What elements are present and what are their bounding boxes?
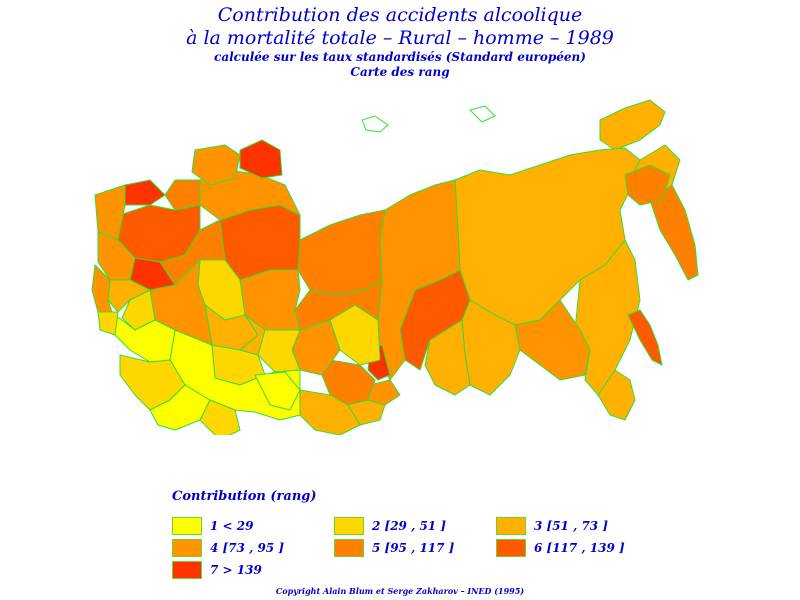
legend-label-6: 6 [117 , 139 ] <box>534 541 625 555</box>
legend-swatch-4 <box>172 539 202 557</box>
choropleth-map <box>91 99 699 435</box>
region-karelia <box>191 144 241 186</box>
legend-label-3: 3 [51 , 73 ] <box>534 519 608 533</box>
legend-label-4: 4 [73 , 95 ] <box>210 541 284 555</box>
legend-item-7: 7 > 139 <box>172 560 262 580</box>
region-dagestan <box>199 399 241 435</box>
title-line-3: calculée sur les taux standardisés (Stan… <box>214 50 586 64</box>
region-chelyabinsk <box>239 314 266 356</box>
copyright-notice: Copyright Alain Blum et Serge Zakharov –… <box>275 586 525 596</box>
region-altai <box>299 389 361 435</box>
legend-item-2: 2 [29 , 51 ] <box>334 516 446 536</box>
region-arkhangelsk <box>199 169 301 221</box>
title-line-2: à la mortalité totale – Rural – homme – … <box>186 27 614 49</box>
legend-label-2: 2 [29 , 51 ] <box>372 519 446 533</box>
island-severnaya <box>469 105 496 123</box>
region-yamal <box>297 209 386 296</box>
title-line-4: Carte des rang <box>350 65 450 79</box>
region-sakhalin <box>627 309 663 366</box>
legend-label-1: 1 < 29 <box>210 519 254 533</box>
legend-label-5: 5 [95 , 117 ] <box>372 541 455 555</box>
legend-item-1: 1 < 29 <box>172 516 253 536</box>
region-primorye <box>597 369 636 421</box>
legend-item-6: 6 [117 , 139 ] <box>496 538 625 558</box>
map-title: Contribution des accidents alcoolique à … <box>0 4 800 80</box>
island-novaya-zemlya <box>361 115 389 133</box>
legend-label-7: 7 > 139 <box>210 563 262 577</box>
region-south-east <box>254 371 301 411</box>
region-amur <box>514 299 591 381</box>
region-chukotka <box>599 99 666 151</box>
legend-item-3: 3 [51 , 73 ] <box>496 516 608 536</box>
region-belarus <box>97 311 119 336</box>
title-line-1: Contribution des accidents alcoolique <box>217 4 583 26</box>
legend-item-5: 5 [95 , 117 ] <box>334 538 454 558</box>
legend-swatch-5 <box>334 539 364 557</box>
region-tver <box>124 179 166 206</box>
region-buryatia <box>424 319 471 396</box>
legend-title: Contribution (rang) <box>172 489 317 504</box>
region-kamchatka <box>649 184 699 281</box>
legend-swatch-3 <box>496 517 526 535</box>
legend-item-4: 4 [73 , 95 ] <box>172 538 284 558</box>
legend-swatch-7 <box>172 561 202 579</box>
region-kirov <box>159 219 226 286</box>
region-koryak <box>624 164 671 206</box>
legend-swatch-2 <box>334 517 364 535</box>
legend-swatch-6 <box>496 539 526 557</box>
region-pskov <box>94 184 126 241</box>
region-murmansk <box>239 139 283 179</box>
legend-swatch-1 <box>172 517 202 535</box>
region-vologda <box>164 179 201 211</box>
